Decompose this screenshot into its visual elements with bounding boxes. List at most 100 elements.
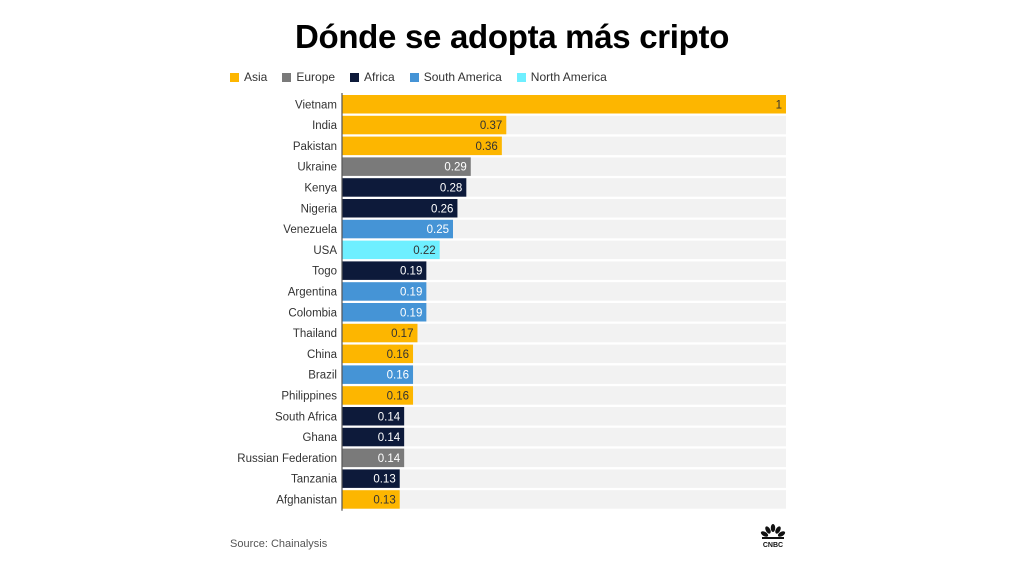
value-label: 0.25	[427, 224, 449, 236]
bar-track	[342, 427, 786, 447]
bar	[342, 282, 427, 301]
bar-track	[342, 323, 786, 343]
legend-label: Asia	[244, 70, 268, 84]
category-label: Philippines	[281, 390, 337, 402]
bar	[342, 386, 414, 405]
bar	[342, 178, 467, 197]
legend-item-africa: Africa	[350, 70, 395, 84]
bar	[342, 136, 502, 156]
chart-title: Dónde se adopta más cripto	[294, 18, 730, 55]
bar-row: Venezuela 0.25	[283, 219, 786, 239]
value-label: 1	[776, 99, 782, 111]
bar-row: Russian Federation 0.14	[237, 448, 786, 468]
bar-row: Tanzania 0.13	[291, 469, 786, 488]
bar-row: Argentina 0.19	[288, 282, 786, 301]
legend-label: North America	[530, 70, 607, 84]
category-label: Ghana	[302, 432, 337, 444]
value-label: 0.29	[444, 162, 466, 174]
bar-row: Thailand 0.17	[293, 323, 786, 343]
bar	[342, 240, 440, 260]
bar	[342, 323, 418, 343]
bar	[342, 490, 400, 509]
bar	[342, 261, 427, 280]
category-label: Pakistan	[293, 141, 337, 153]
value-label: 0.14	[378, 411, 401, 423]
legend-label: Europe	[296, 70, 336, 84]
bar-row: Colombia 0.19	[288, 303, 786, 322]
category-label: Togo	[312, 266, 337, 278]
category-label: South Africa	[275, 411, 338, 423]
value-label: 0.14	[378, 432, 401, 444]
bar-track	[342, 303, 786, 322]
category-label: Thailand	[293, 328, 337, 340]
legend-swatch	[350, 72, 360, 82]
value-label: 0.16	[387, 390, 409, 402]
bar-track	[342, 365, 786, 384]
legend-swatch	[230, 72, 239, 82]
bar-track	[342, 282, 786, 301]
legend-item-south-america: South America	[409, 70, 502, 84]
bar-row: South Africa 0.14	[275, 407, 786, 426]
legend-item-europe: Europe	[282, 70, 335, 84]
value-label: 0.13	[373, 494, 395, 506]
legend-item-asia: Asia	[230, 70, 267, 84]
bar-track	[342, 448, 786, 468]
bar-row: China 0.16	[307, 344, 786, 364]
value-label: 0.26	[431, 203, 453, 215]
category-label: Nigeria	[301, 203, 338, 215]
cnbc-peacock-logo-icon: CNBC	[760, 524, 786, 549]
bar-row: Nigeria 0.26	[301, 199, 786, 218]
bar-row: India 0.37	[312, 115, 786, 135]
category-label: Afghanistan	[276, 494, 337, 506]
bar-track	[342, 344, 786, 364]
bar-track	[342, 261, 786, 280]
legend-label: South America	[423, 70, 502, 84]
value-label: 0.13	[373, 474, 395, 486]
bar-row: Pakistan 0.36	[293, 136, 786, 156]
value-label: 0.17	[391, 328, 413, 340]
value-label: 0.19	[400, 286, 422, 298]
category-label: India	[312, 120, 338, 132]
value-label: 0.37	[480, 120, 502, 132]
bar	[342, 199, 458, 218]
bar	[342, 115, 507, 135]
bar	[342, 448, 405, 468]
bar	[342, 157, 471, 176]
bar-row: USA 0.22	[313, 240, 786, 260]
bar-track	[342, 469, 786, 488]
legend-item-north-america: North America	[516, 70, 607, 84]
legend-swatch	[282, 72, 292, 82]
value-label: 0.16	[387, 349, 409, 361]
bar-row: Afghanistan 0.13	[276, 490, 786, 509]
value-label: 0.14	[378, 453, 401, 465]
legend-swatch	[409, 72, 419, 82]
category-label: Colombia	[288, 307, 337, 319]
bar	[342, 469, 400, 488]
bar	[342, 344, 414, 364]
legend: Asia Europe Africa South America North A…	[230, 68, 622, 86]
bar-row: Brazil 0.16	[308, 365, 786, 384]
category-label: Ukraine	[297, 162, 337, 174]
bar-track	[342, 407, 786, 426]
category-label: Argentina	[288, 286, 338, 298]
source-note: Source: Chainalysis	[230, 538, 328, 550]
bar	[342, 365, 414, 384]
legend-swatch	[516, 72, 526, 82]
value-label: 0.36	[475, 141, 497, 153]
bar-row: Philippines 0.16	[281, 386, 786, 405]
category-label: Kenya	[304, 182, 337, 194]
category-label: Russian Federation	[237, 453, 337, 465]
category-label: Tanzania	[291, 474, 338, 486]
category-label: Vietnam	[295, 99, 337, 111]
value-label: 0.19	[400, 266, 422, 278]
bar-track	[342, 490, 786, 509]
bar-row: Ghana 0.14	[302, 427, 786, 447]
value-label: 0.16	[387, 370, 409, 382]
bar-row: Vietnam 1	[295, 95, 786, 114]
bar	[342, 427, 405, 447]
svg-text:CNBC: CNBC	[763, 542, 783, 549]
category-label: China	[307, 349, 338, 361]
legend-label: Africa	[364, 70, 395, 84]
bar	[342, 95, 786, 114]
